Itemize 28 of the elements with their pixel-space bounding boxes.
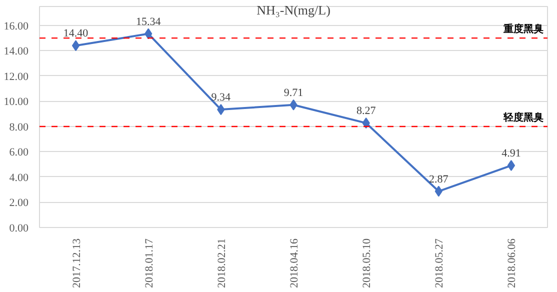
data-label: 4.91	[502, 147, 521, 160]
y-tick-label: 10.00	[4, 96, 29, 108]
y-tick-label: 6.00	[9, 146, 29, 159]
y-tick-label: 14.00	[4, 46, 29, 58]
ref-line-label: 轻度黑臭	[502, 111, 544, 124]
x-tick-label: 2018.02.21	[216, 238, 228, 288]
data-label: 9.34	[211, 92, 232, 104]
x-tick-label: 2018.05.27	[434, 238, 446, 288]
y-tick-label: 0.00	[9, 222, 29, 234]
y-tick-label: 12.00	[4, 70, 29, 83]
ref-line-label: 重度黑臭	[502, 23, 544, 36]
data-label: 2.87	[429, 173, 449, 186]
data-label: 14.40	[63, 28, 89, 40]
point	[507, 160, 516, 171]
data-label: 9.71	[284, 86, 304, 99]
y-tick-label: 4.00	[9, 172, 29, 184]
x-tick-label: 2018.01.17	[143, 238, 156, 288]
point	[72, 40, 80, 52]
y-tick-label: 16.00	[4, 20, 29, 32]
x-tick-label: 2018.05.10	[361, 238, 374, 288]
x-tick-label: 2018.04.16	[288, 238, 300, 288]
y-tick-label: 8.00	[9, 121, 29, 134]
x-tick-label: 2017.12.13	[70, 238, 83, 288]
data-label: 8.27	[356, 105, 376, 118]
data-label: 15.34	[136, 16, 162, 28]
y-tick-label: 2.00	[9, 197, 29, 210]
x-tick-label: 2018.06.06	[506, 238, 518, 288]
chart-title: NH₃-N(mg/L)	[256, 2, 330, 18]
